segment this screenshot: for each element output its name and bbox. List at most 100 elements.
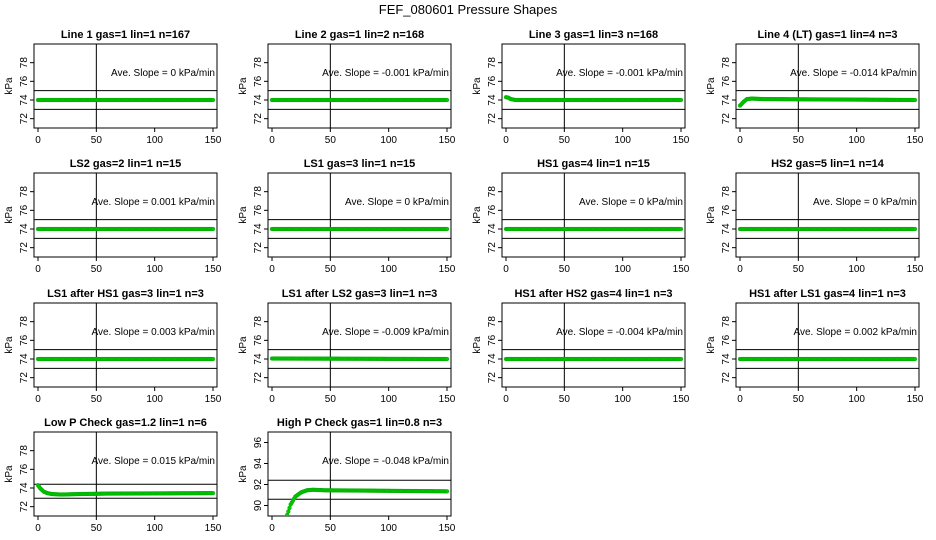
y-tick-label: 92 (253, 479, 264, 491)
x-tick-label: 150 (907, 264, 924, 275)
x-tick-label: 100 (146, 394, 163, 405)
x-tick-label: 0 (503, 394, 509, 405)
panel-title: LS1 after HS1 gas=3 lin=1 n=3 (47, 288, 204, 300)
y-tick-label: 72 (487, 113, 498, 125)
x-tick-label: 150 (907, 135, 924, 146)
y-axis-label: kPa (238, 336, 249, 354)
x-tick-label: 50 (325, 135, 337, 146)
y-tick-label: 74 (19, 482, 30, 494)
y-tick-label: 78 (253, 57, 264, 69)
x-tick-label: 50 (559, 394, 571, 405)
chart-panel: Low P Check gas=1.2 lin=1 n=6 0 50 100 150 72… (4, 417, 222, 534)
x-tick-label: 0 (737, 135, 743, 146)
y-tick-label: 74 (487, 353, 498, 365)
data-point (210, 356, 216, 362)
y-tick-label: 76 (721, 75, 732, 87)
y-tick-label: 74 (253, 94, 264, 106)
plot-frame (501, 43, 686, 129)
slope-annotation: Ave. Slope = 0.001 kPa/min (91, 197, 215, 208)
y-tick-label: 78 (721, 186, 732, 198)
y-tick-label: 72 (19, 501, 30, 513)
x-tick-label: 100 (146, 264, 163, 275)
y-axis-label: kPa (472, 206, 483, 224)
x-tick-label: 100 (848, 264, 865, 275)
y-tick-label: 76 (253, 75, 264, 87)
panel-title: LS2 gas=2 lin=1 n=15 (70, 158, 182, 170)
data-points (737, 96, 918, 108)
chart-panel: HS1 after HS2 gas=4 lin=1 n=3 0 50 100 150 72… (472, 288, 690, 405)
y-tick-label: 76 (487, 75, 498, 87)
data-point (912, 97, 918, 103)
y-tick-label: 74 (487, 223, 498, 235)
slope-annotation: Ave. Slope = 0 kPa/min (579, 197, 683, 208)
y-tick-label: 74 (253, 223, 264, 235)
data-points (503, 226, 684, 232)
x-tick-label: 150 (205, 264, 222, 275)
y-tick-label: 72 (487, 372, 498, 384)
y-tick-label: 78 (721, 57, 732, 69)
x-tick-label: 150 (439, 394, 456, 405)
chart-panel: HS2 gas=5 lin=1 n=14 0 50 100 150 72 74 76 78 kPa… (706, 158, 924, 275)
y-tick-label: 72 (253, 242, 264, 254)
y-tick-label: 74 (721, 94, 732, 106)
slope-annotation: Ave. Slope = -0.048 kPa/min (322, 456, 449, 467)
plot-frame (735, 302, 920, 388)
x-tick-label: 50 (91, 264, 103, 275)
y-tick-label: 74 (487, 94, 498, 106)
x-tick-label: 50 (91, 135, 103, 146)
plot-frame (267, 172, 452, 258)
x-tick-label: 50 (91, 394, 103, 405)
x-tick-label: 0 (269, 394, 275, 405)
y-axis-label: kPa (4, 336, 15, 354)
plot-frame (33, 43, 218, 129)
x-tick-label: 0 (35, 394, 41, 405)
panel-title: HS1 gas=4 lin=1 n=15 (537, 158, 650, 170)
data-point (678, 356, 684, 362)
panel-title: Line 1 gas=1 lin=1 n=167 (61, 29, 190, 41)
data-points (737, 356, 918, 362)
x-tick-label: 0 (35, 135, 41, 146)
panel-title: HS1 after LS1 gas=4 lin=1 n=3 (749, 288, 906, 300)
y-axis-label: kPa (238, 465, 249, 483)
plot-frame (501, 172, 686, 258)
data-point (287, 505, 292, 511)
chart-panel: Line 1 gas=1 lin=1 n=167 0 50 100 150 72 74 76 7… (4, 29, 222, 146)
y-tick-label: 74 (721, 353, 732, 365)
panel-title: LS1 after LS2 gas=3 lin=1 n=3 (282, 288, 438, 300)
y-axis-label: kPa (4, 465, 15, 483)
data-point (210, 97, 216, 103)
x-tick-label: 150 (439, 523, 456, 534)
data-point (210, 226, 216, 232)
y-tick-label: 72 (19, 372, 30, 384)
data-points (35, 226, 216, 232)
y-tick-label: 72 (19, 113, 30, 125)
plot-frame (267, 431, 452, 517)
y-axis-label: kPa (706, 336, 717, 354)
x-tick-label: 150 (439, 264, 456, 275)
panel-title: Line 3 gas=1 lin=3 n=168 (529, 29, 658, 41)
x-tick-label: 100 (380, 264, 397, 275)
y-axis-label: kPa (706, 206, 717, 224)
x-tick-label: 50 (91, 523, 103, 534)
y-tick-label: 78 (253, 316, 264, 328)
x-tick-label: 100 (614, 394, 631, 405)
x-tick-label: 100 (380, 394, 397, 405)
chart-panel: Line 2 gas=1 lin=2 n=168 0 50 100 150 72 74 76 7… (238, 29, 456, 146)
slope-annotation: Ave. Slope = -0.001 kPa/min (556, 68, 683, 79)
y-tick-label: 74 (721, 223, 732, 235)
x-tick-label: 100 (848, 394, 865, 405)
chart-panel: LS2 gas=2 lin=1 n=15 0 50 100 150 72 74 76 78 kPa… (4, 158, 222, 275)
x-tick-label: 100 (848, 135, 865, 146)
data-points (737, 226, 918, 232)
data-point (444, 97, 450, 103)
x-tick-label: 0 (269, 135, 275, 146)
plot-frame (501, 302, 686, 388)
slope-annotation: Ave. Slope = 0.002 kPa/min (793, 327, 917, 338)
y-tick-label: 78 (253, 186, 264, 198)
y-tick-label: 78 (19, 445, 30, 457)
y-axis-label: kPa (706, 77, 717, 95)
x-tick-label: 150 (439, 135, 456, 146)
x-tick-label: 50 (793, 135, 805, 146)
data-point (210, 491, 216, 496)
x-tick-label: 0 (737, 264, 743, 275)
